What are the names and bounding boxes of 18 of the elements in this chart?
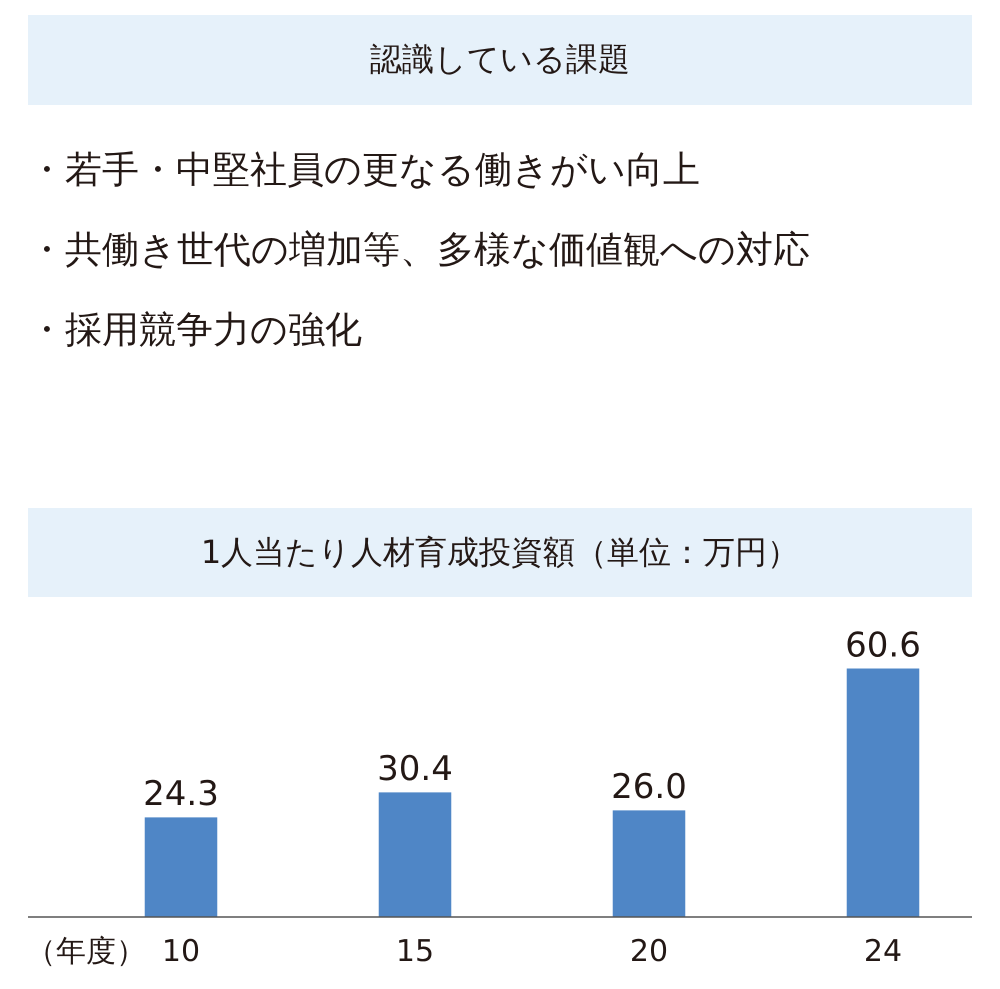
x-tick-label: 24 — [864, 934, 902, 969]
bar — [846, 668, 920, 917]
data-label: 60.6 — [845, 625, 921, 666]
data-label: 26.0 — [611, 767, 687, 808]
x-tick-label: 20 — [630, 934, 668, 969]
bar — [378, 792, 452, 917]
x-tick-label: 10 — [162, 934, 200, 969]
x-tick-label: 15 — [396, 934, 434, 969]
text: ・共働き世代の増加等、多様な価値観への対応 — [28, 227, 810, 273]
text: ・採用競争力の強化 — [28, 307, 363, 353]
bar — [612, 810, 686, 917]
data-label: 30.4 — [377, 749, 453, 790]
text: 認識している課題 — [28, 15, 972, 105]
bar — [144, 817, 218, 917]
chart-title: 1人当たり人材育成投資額（単位：万円） — [28, 508, 972, 597]
text: ・若手・中堅社員の更なる働きがい向上 — [28, 147, 701, 193]
data-label: 24.3 — [143, 774, 219, 814]
x-axis-title: （年度） — [26, 934, 146, 969]
